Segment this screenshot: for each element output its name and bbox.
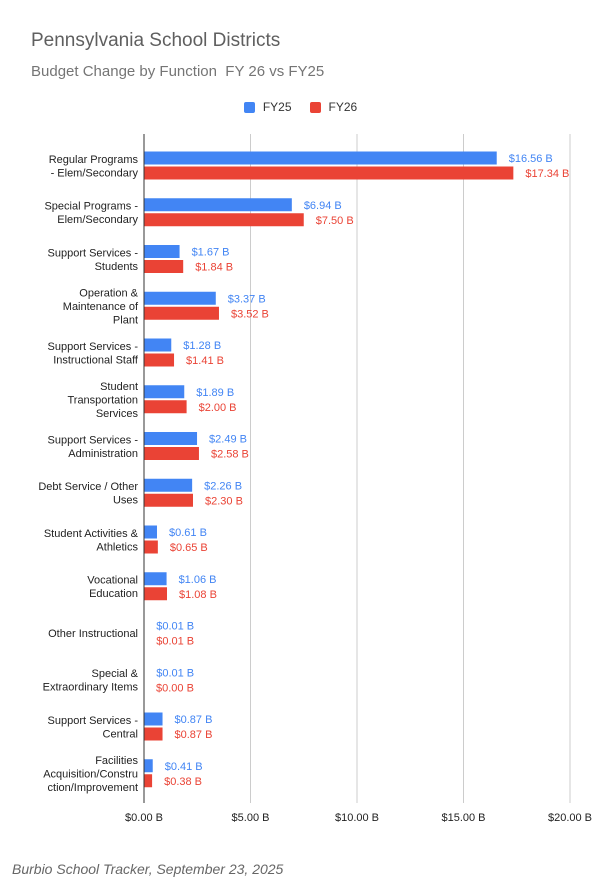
bar-fy25 — [144, 385, 185, 399]
data-label-fy25: $2.26 B — [204, 480, 242, 492]
category-label: Student Activities & Athletics — [44, 528, 139, 554]
legend-item-fy25: FY25 — [243, 100, 292, 114]
category-label: Special & Extraordinary Items — [43, 668, 139, 694]
category-label: Vocational Education — [87, 575, 138, 601]
data-label-fy26: $1.08 B — [179, 589, 217, 601]
category-label: Debt Service / Other Uses — [38, 481, 138, 507]
bar-fy26 — [144, 306, 219, 320]
bar-fy26 — [144, 353, 175, 367]
bar-fy26 — [144, 540, 158, 554]
data-label-fy25: $1.28 B — [183, 340, 221, 352]
legend-label-fy26: FY26 — [328, 100, 358, 114]
bar-fy25 — [144, 198, 292, 212]
bar-fy26 — [144, 493, 193, 507]
category-label: Student Transportation Services — [67, 381, 138, 420]
bar-fy26 — [144, 774, 153, 788]
bar-fy25 — [144, 572, 167, 586]
bar-fy25 — [144, 151, 497, 165]
data-label-fy26: $0.01 B — [156, 636, 194, 648]
legend: FY25 FY26 — [0, 100, 601, 114]
bar-fy25 — [144, 525, 157, 539]
data-label-fy25: $6.94 B — [304, 200, 342, 212]
bar-fy25 — [144, 291, 216, 305]
data-label-fy26: $3.52 B — [231, 308, 269, 320]
bar-fy26 — [144, 260, 184, 273]
x-tick-label: $0.00 B — [125, 812, 163, 824]
bar-fy25 — [144, 478, 193, 492]
data-label-fy26: $0.38 B — [164, 776, 202, 788]
x-tick-label: $5.00 B — [232, 812, 270, 824]
data-label-fy25: $1.06 B — [179, 574, 217, 586]
category-label: Regular Programs - Elem/Secondary — [49, 154, 139, 180]
data-label-fy26: $2.00 B — [199, 402, 237, 414]
data-label-fy25: $0.87 B — [175, 714, 213, 726]
x-tick-label: $15.00 B — [441, 812, 485, 824]
chart-title: Pennsylvania School Districts — [31, 30, 281, 51]
category-label: Support Services -Administration — [48, 434, 139, 460]
data-label-fy26: $1.84 B — [195, 262, 233, 274]
legend-label-fy25: FY25 — [262, 100, 292, 114]
chart-subtitle: Budget Change by Function FY 26 vs FY25 — [31, 63, 325, 80]
data-label-fy26: $1.41 B — [186, 355, 224, 367]
bar-fy26 — [144, 587, 168, 601]
bar-fy26 — [144, 166, 514, 180]
legend-item-fy26: FY26 — [309, 100, 358, 114]
data-label-fy25: $1.89 B — [196, 387, 234, 399]
data-label-fy25: $2.49 B — [209, 434, 247, 446]
data-label-fy25: $0.61 B — [169, 527, 207, 539]
bar-fy26 — [144, 447, 199, 460]
data-label-fy25: $3.37 B — [228, 293, 266, 305]
data-label-fy25: $0.41 B — [165, 761, 203, 773]
bar-fy26 — [144, 213, 304, 227]
bar-fy25 — [144, 338, 172, 352]
bar-fy26 — [144, 400, 187, 414]
data-label-fy26: $7.50 B — [316, 215, 354, 227]
data-label-fy26: $0.00 B — [156, 682, 194, 694]
data-label-fy25: $0.01 B — [156, 621, 194, 633]
category-label: Support Services -Instructional Staff — [48, 341, 139, 367]
footer-source: Burbio School Tracker, September 23, 202… — [12, 861, 284, 877]
data-label-fy25: $1.67 B — [192, 247, 230, 259]
category-label: Special Programs -Elem/Secondary — [44, 201, 138, 227]
bar-fy25 — [144, 759, 153, 773]
data-label-fy26: $0.65 B — [170, 542, 208, 554]
x-tick-label: $10.00 B — [335, 812, 379, 824]
category-label: Other Instructional — [48, 628, 138, 640]
data-label-fy26: $0.87 B — [175, 729, 213, 741]
bar-fy25 — [144, 432, 198, 445]
data-label-fy25: $16.56 B — [509, 153, 553, 165]
category-label: Support Services -Students — [48, 247, 139, 273]
data-label-fy25: $0.01 B — [156, 667, 194, 679]
data-label-fy26: $2.58 B — [211, 449, 249, 461]
x-tick-label: $20.00 B — [548, 812, 592, 824]
bar-fy25 — [144, 245, 180, 258]
category-label: Operation & Maintenance of Plant — [63, 287, 139, 326]
category-label: Facilities Acquisition/Constru ction/Impro… — [43, 755, 138, 794]
category-label: Support Services -Central — [48, 715, 139, 741]
legend-swatch-fy25 — [243, 101, 255, 113]
bar-fy26 — [144, 727, 163, 741]
data-label-fy26: $17.34 B — [525, 168, 569, 180]
bar-fy25 — [144, 712, 163, 726]
data-label-fy26: $2.30 B — [205, 495, 243, 507]
legend-swatch-fy26 — [309, 101, 321, 113]
